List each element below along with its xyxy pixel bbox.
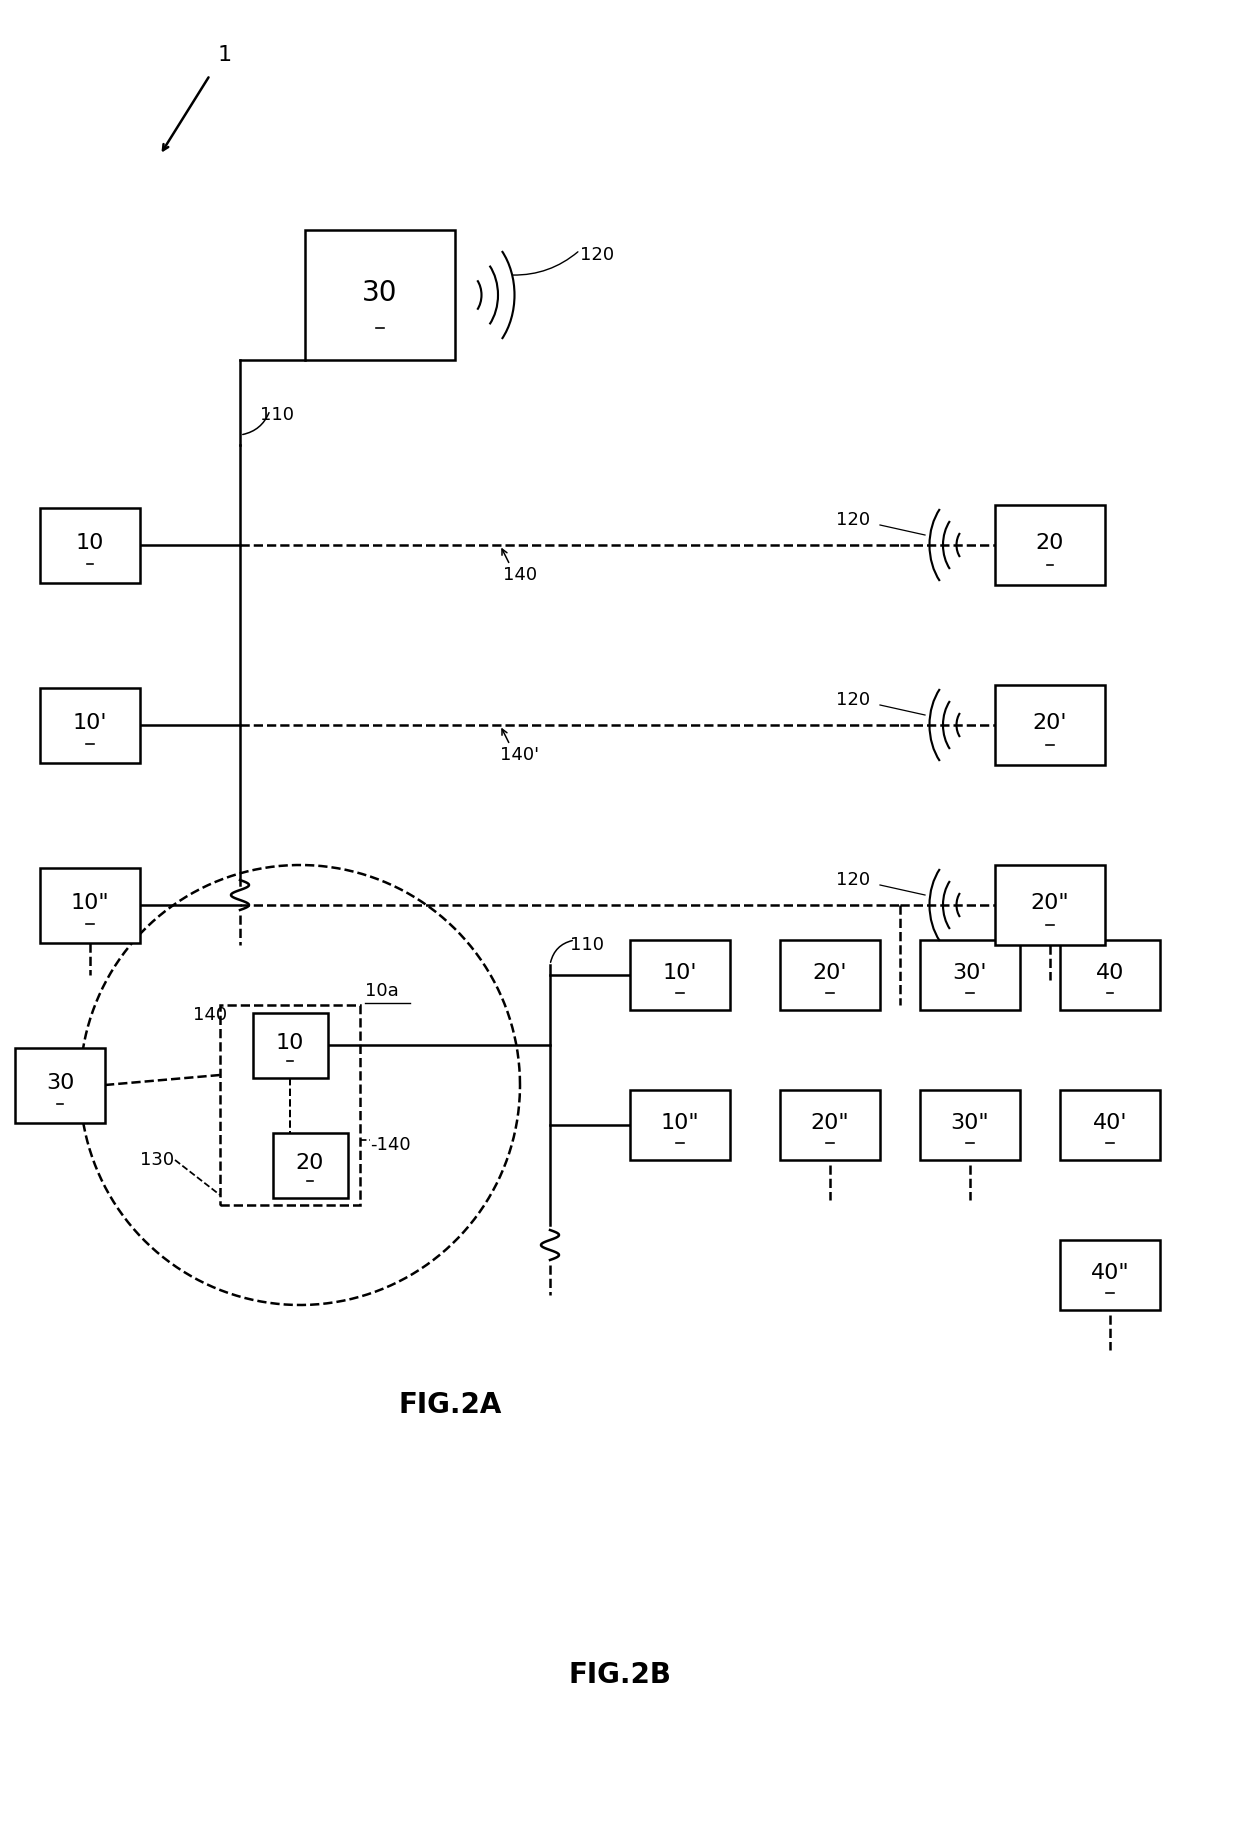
Text: 20": 20" [811, 1113, 849, 1133]
Text: 110: 110 [570, 935, 604, 954]
Bar [994, 865, 1105, 945]
Text: 10: 10 [275, 1033, 304, 1053]
Text: -140: -140 [370, 1137, 410, 1153]
Text: 20': 20' [812, 963, 847, 983]
Bar [40, 688, 140, 762]
Text: 20: 20 [296, 1153, 324, 1173]
Text: 140: 140 [503, 566, 537, 585]
Text: 20: 20 [1035, 533, 1064, 554]
Text: 10a: 10a [365, 982, 399, 1000]
Text: 40': 40' [1092, 1113, 1127, 1133]
Text: 10": 10" [71, 893, 109, 913]
Text: 20': 20' [1033, 712, 1068, 732]
Bar [40, 507, 140, 583]
Bar [253, 1013, 327, 1077]
Text: FIG.2B: FIG.2B [568, 1660, 672, 1688]
Bar [994, 684, 1105, 766]
Text: FIG.2A: FIG.2A [398, 1391, 502, 1419]
Text: 120: 120 [836, 871, 870, 889]
Text: 40": 40" [1091, 1264, 1130, 1282]
Text: 140': 140' [501, 745, 539, 764]
Bar [305, 231, 455, 360]
Bar [630, 1090, 730, 1161]
Bar [40, 867, 140, 943]
Bar [920, 939, 1021, 1009]
Bar [1060, 1240, 1159, 1310]
Text: 10": 10" [661, 1113, 699, 1133]
Text: 140: 140 [193, 1006, 227, 1024]
Text: 30: 30 [362, 279, 398, 306]
Text: 30": 30" [951, 1113, 990, 1133]
Bar [630, 939, 730, 1009]
Bar [273, 1133, 347, 1197]
Text: 1: 1 [218, 44, 232, 65]
Bar [15, 1048, 105, 1122]
Text: 130: 130 [140, 1151, 174, 1170]
Bar [1060, 939, 1159, 1009]
Text: 20": 20" [1030, 893, 1069, 913]
Bar [780, 939, 880, 1009]
Text: 120: 120 [836, 511, 870, 530]
Text: 30': 30' [952, 963, 987, 983]
Bar [219, 1006, 360, 1205]
Text: 40: 40 [1096, 963, 1125, 983]
Bar [920, 1090, 1021, 1161]
Text: 120: 120 [836, 692, 870, 708]
Text: 10': 10' [73, 712, 107, 732]
Text: 110: 110 [260, 406, 294, 424]
Text: 10': 10' [662, 963, 697, 983]
Bar [1060, 1090, 1159, 1161]
Bar [994, 506, 1105, 585]
Bar [780, 1090, 880, 1161]
Text: 10: 10 [76, 533, 104, 554]
Text: 30: 30 [46, 1074, 74, 1092]
Text: 120: 120 [580, 245, 614, 264]
